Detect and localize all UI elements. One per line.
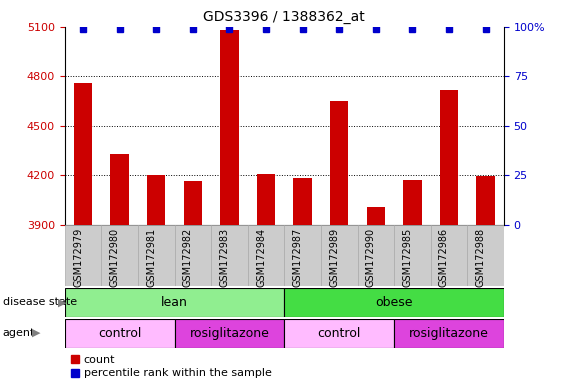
Text: GSM172988: GSM172988 <box>476 228 485 287</box>
Bar <box>184 181 202 225</box>
Text: ▶: ▶ <box>32 328 41 338</box>
Legend: count, percentile rank within the sample: count, percentile rank within the sample <box>70 355 271 379</box>
Text: GSM172982: GSM172982 <box>183 228 193 287</box>
Bar <box>65 225 101 286</box>
Bar <box>175 319 284 348</box>
Text: rosiglitazone: rosiglitazone <box>409 327 489 339</box>
Bar <box>394 319 504 348</box>
Text: GSM172986: GSM172986 <box>439 228 449 287</box>
Bar <box>65 319 175 348</box>
Bar <box>403 180 422 225</box>
Bar <box>248 225 284 286</box>
Text: GSM172983: GSM172983 <box>220 228 230 287</box>
Bar <box>175 225 211 286</box>
Text: control: control <box>318 327 361 339</box>
Bar <box>431 225 467 286</box>
Text: control: control <box>98 327 141 339</box>
Bar <box>65 288 284 317</box>
Bar <box>74 83 92 225</box>
Text: agent: agent <box>3 328 35 338</box>
Text: lean: lean <box>161 296 188 309</box>
Bar <box>358 225 394 286</box>
Bar <box>147 175 166 225</box>
Bar <box>138 225 175 286</box>
Text: GSM172979: GSM172979 <box>73 228 83 287</box>
Bar <box>284 288 504 317</box>
Text: GSM172990: GSM172990 <box>366 228 376 287</box>
Bar <box>330 101 348 225</box>
Text: GSM172981: GSM172981 <box>146 228 157 287</box>
Bar <box>101 225 138 286</box>
Bar <box>476 176 495 225</box>
Bar <box>110 154 129 225</box>
Bar <box>467 225 504 286</box>
Text: GSM172987: GSM172987 <box>293 228 303 287</box>
Text: GSM172984: GSM172984 <box>256 228 266 287</box>
Text: rosiglitazone: rosiglitazone <box>190 327 269 339</box>
Bar <box>220 30 239 225</box>
Text: GSM172989: GSM172989 <box>329 228 339 287</box>
Text: obese: obese <box>376 296 413 309</box>
Bar <box>367 207 385 225</box>
Text: GSM172985: GSM172985 <box>403 228 412 287</box>
Bar <box>257 174 275 225</box>
Bar <box>394 225 431 286</box>
Text: disease state: disease state <box>3 297 77 308</box>
Bar <box>284 225 321 286</box>
Bar <box>293 178 312 225</box>
Text: GSM172980: GSM172980 <box>110 228 120 287</box>
Text: ▶: ▶ <box>58 297 66 308</box>
Bar <box>284 319 394 348</box>
Title: GDS3396 / 1388362_at: GDS3396 / 1388362_at <box>203 10 365 25</box>
Bar <box>321 225 358 286</box>
Bar <box>211 225 248 286</box>
Bar <box>440 89 458 225</box>
